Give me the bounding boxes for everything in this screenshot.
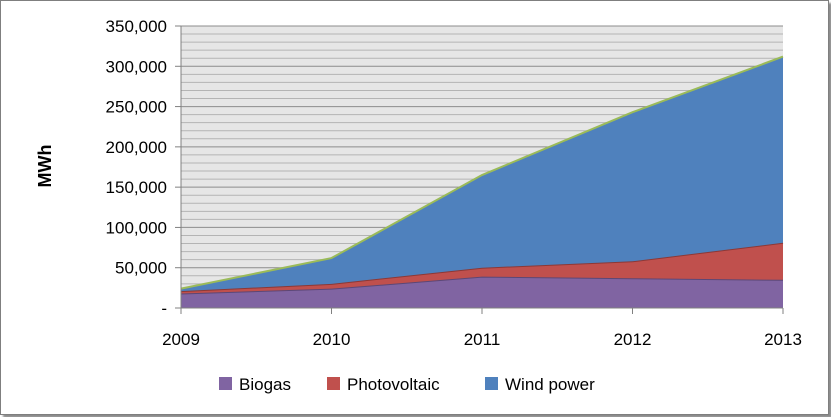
legend-swatch-biogas (219, 377, 232, 390)
x-tick-label: 2013 (764, 330, 802, 349)
y-tick-label: 350,000 (106, 17, 167, 36)
legend-swatch-wind-power (485, 377, 498, 390)
x-tick-labels: 2009 2010 2011 2012 2013 (162, 330, 802, 349)
y-tick-label: 100,000 (106, 218, 167, 237)
x-tick-label: 2010 (313, 330, 351, 349)
y-tick-label: 50,000 (115, 259, 167, 278)
series-areas (180, 55, 784, 308)
legend-label-biogas: Biogas (239, 375, 291, 394)
y-tick-labels: - 50,000 100,000 150,000 200,000 250,000 300,0… (106, 17, 167, 318)
area-biogas (181, 276, 783, 308)
x-tick-label: 2011 (464, 330, 501, 349)
y-axis-title: MWh (35, 145, 55, 188)
legend: Biogas Photovoltaic Wind power (219, 375, 595, 394)
legend-label-wind-power: Wind power (505, 375, 595, 394)
y-tick-label: 250,000 (106, 98, 167, 117)
y-tick-label: 150,000 (106, 178, 167, 197)
x-tick-label: 2009 (162, 330, 200, 349)
legend-swatch-photovoltaic (327, 377, 340, 390)
y-tick-label: 300,000 (106, 57, 167, 76)
x-tick-label: 2012 (614, 330, 652, 349)
y-tick-label: - (161, 299, 167, 318)
area-wind-power (181, 56, 783, 292)
area-edge-wind-power (180, 55, 784, 290)
legend-label-photovoltaic: Photovoltaic (347, 375, 440, 394)
axes (175, 25, 784, 314)
y-tick-label: 200,000 (106, 138, 167, 157)
